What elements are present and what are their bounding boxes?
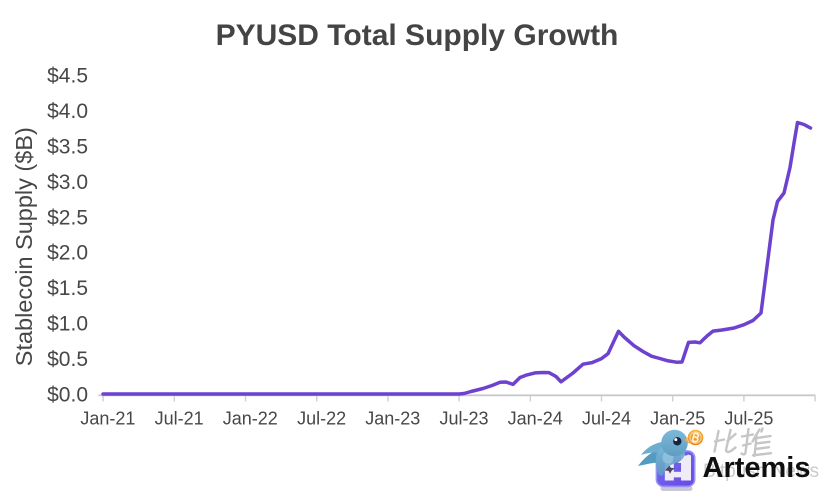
svg-text:$2.5: $2.5 <box>47 206 88 229</box>
svg-text:$0.0: $0.0 <box>47 384 88 407</box>
svg-text:Jan-22: Jan-22 <box>223 409 278 429</box>
svg-text:$2.0: $2.0 <box>47 242 88 265</box>
svg-text:Jan-23: Jan-23 <box>365 409 420 429</box>
svg-text:$3.5: $3.5 <box>47 135 88 158</box>
svg-text:Artemis: Artemis <box>703 452 811 484</box>
svg-text:$0.5: $0.5 <box>47 348 88 371</box>
svg-text:$1.0: $1.0 <box>47 313 88 336</box>
svg-text:Jul-24: Jul-24 <box>582 409 631 429</box>
svg-text:Jul-21: Jul-21 <box>155 409 204 429</box>
svg-text:PYUSD Total Supply Growth: PYUSD Total Supply Growth <box>216 19 619 52</box>
svg-text:Jul-22: Jul-22 <box>297 409 346 429</box>
svg-text:Jan-24: Jan-24 <box>508 409 563 429</box>
svg-text:Jan-21: Jan-21 <box>80 409 135 429</box>
svg-text:Jul-25: Jul-25 <box>724 409 773 429</box>
svg-text:Jul-23: Jul-23 <box>439 409 488 429</box>
svg-text:Bitpush News: Bitpush News <box>703 461 819 482</box>
svg-text:Stablecoin Supply ($B): Stablecoin Supply ($B) <box>11 127 37 366</box>
svg-text:$4.5: $4.5 <box>47 65 88 88</box>
svg-text:$4.0: $4.0 <box>47 100 88 123</box>
svg-text:$3.0: $3.0 <box>47 171 88 194</box>
svg-text:Jan-25: Jan-25 <box>650 409 705 429</box>
svg-text:$1.5: $1.5 <box>47 277 88 300</box>
